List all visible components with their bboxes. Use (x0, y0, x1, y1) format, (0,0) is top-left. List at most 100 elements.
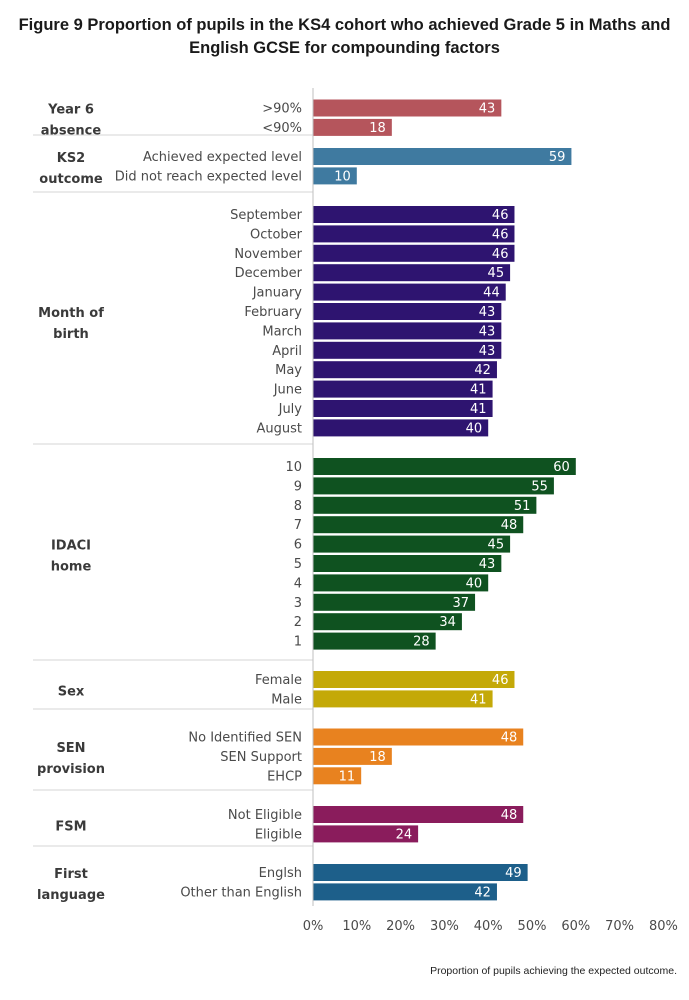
bar-6-0 (313, 806, 524, 823)
x-tick-label-2: 20% (386, 919, 415, 934)
category-label-2-5: February (244, 305, 302, 320)
category-label-5-0: No Identified SEN (188, 731, 302, 746)
category-label-3-6: 4 (294, 576, 302, 591)
data-label-6-0: 48 (501, 808, 518, 823)
category-label-2-9: June (273, 383, 302, 398)
data-label-2-10: 41 (470, 402, 487, 417)
data-label-2-3: 45 (488, 266, 505, 281)
bar-2-10 (313, 400, 493, 417)
data-label-4-0: 46 (492, 673, 509, 688)
bar-4-1 (313, 690, 493, 708)
category-label-2-1: October (250, 227, 303, 242)
group-label-1-0: KS2 (57, 151, 85, 166)
x-tick-label-0: 0% (303, 919, 324, 934)
data-label-2-6: 43 (479, 324, 496, 339)
bar-7-0 (313, 864, 528, 881)
bar-5-1 (313, 747, 392, 765)
data-label-5-2: 11 (339, 769, 356, 784)
x-tick-label-6: 60% (561, 919, 590, 934)
data-label-2-0: 46 (492, 208, 509, 223)
bar-3-6 (313, 574, 489, 592)
bar-1-1 (313, 167, 357, 185)
bar-1-0 (313, 148, 572, 165)
category-label-2-10: July (278, 402, 303, 417)
bar-2-5 (313, 303, 502, 320)
data-label-3-5: 43 (479, 557, 496, 572)
group-label-2-1: birth (53, 327, 89, 342)
category-label-2-8: May (275, 363, 302, 378)
bar-2-1 (313, 225, 515, 243)
bar-3-0 (313, 458, 576, 475)
data-label-7-0: 49 (505, 866, 522, 881)
category-label-3-7: 3 (294, 596, 302, 611)
group-label-6-0: FSM (55, 819, 86, 834)
bar-5-2 (313, 767, 362, 785)
bar-2-8 (313, 361, 497, 379)
data-label-3-3: 48 (501, 518, 518, 533)
bar-2-7 (313, 341, 502, 359)
bar-2-0 (313, 206, 515, 223)
group-label-0-0: Year 6 (47, 102, 94, 117)
group-label-0-1: absence (41, 123, 102, 138)
data-label-2-4: 44 (483, 286, 500, 301)
category-label-0-1: <90% (262, 121, 302, 136)
data-label-3-7: 37 (453, 596, 470, 611)
group-label-7-1: language (37, 888, 105, 903)
group-label-7-0: First (54, 867, 88, 882)
data-label-2-9: 41 (470, 383, 487, 398)
data-label-7-1: 42 (474, 885, 491, 900)
bar-3-7 (313, 593, 476, 611)
data-label-5-0: 48 (501, 731, 518, 746)
data-label-3-1: 55 (531, 479, 548, 494)
x-tick-label-7: 70% (605, 919, 634, 934)
bar-0-0 (313, 99, 502, 117)
category-label-2-7: April (272, 344, 302, 359)
bar-3-3 (313, 516, 524, 534)
group-label-1-1: outcome (39, 172, 103, 187)
bar-4-0 (313, 671, 515, 688)
category-label-3-1: 9 (294, 479, 302, 494)
category-label-7-0: Englsh (259, 866, 302, 881)
data-label-2-1: 46 (492, 227, 509, 242)
category-label-3-4: 6 (294, 538, 302, 553)
bar-3-1 (313, 477, 554, 495)
data-label-6-1: 24 (396, 827, 413, 842)
category-label-6-0: Not Eligible (228, 808, 302, 823)
category-label-5-1: SEN Support (220, 750, 302, 765)
data-label-3-8: 34 (439, 615, 456, 630)
category-label-2-2: November (234, 247, 302, 262)
bar-2-9 (313, 380, 493, 398)
category-label-2-6: March (262, 324, 302, 339)
bar-5-0 (313, 728, 524, 746)
data-label-2-11: 40 (466, 421, 483, 436)
data-label-2-2: 46 (492, 247, 509, 262)
data-label-2-7: 43 (479, 344, 496, 359)
data-label-5-1: 18 (369, 750, 386, 765)
chart-title-line-2: English GCSE for compounding factors (189, 39, 500, 57)
bar-2-4 (313, 283, 506, 301)
data-label-1-1: 10 (334, 169, 351, 184)
category-label-2-4: January (252, 286, 303, 301)
category-label-7-1: Other than English (180, 885, 302, 900)
group-label-4-0: Sex (58, 684, 85, 699)
x-tick-label-3: 30% (430, 919, 459, 934)
x-tick-label-5: 50% (518, 919, 547, 934)
data-label-3-4: 45 (488, 538, 505, 553)
category-label-1-1: Did not reach expected level (115, 169, 302, 184)
bar-2-11 (313, 419, 489, 437)
category-label-4-0: Female (255, 673, 302, 688)
bar-2-2 (313, 244, 515, 262)
x-tick-label-1: 10% (342, 919, 371, 934)
category-label-2-3: December (235, 266, 303, 281)
category-label-6-1: Eligible (255, 827, 302, 842)
category-label-2-11: August (257, 421, 303, 436)
chart-title: Figure 9 Proportion of pupils in the KS4… (0, 14, 689, 60)
bar-3-5 (313, 555, 502, 572)
data-label-3-9: 28 (413, 635, 430, 650)
bar-6-1 (313, 825, 419, 843)
data-label-2-5: 43 (479, 305, 496, 320)
data-label-0-0: 43 (479, 102, 496, 117)
bar-3-9 (313, 632, 436, 650)
bar-3-4 (313, 535, 511, 553)
category-label-3-8: 2 (294, 615, 302, 630)
